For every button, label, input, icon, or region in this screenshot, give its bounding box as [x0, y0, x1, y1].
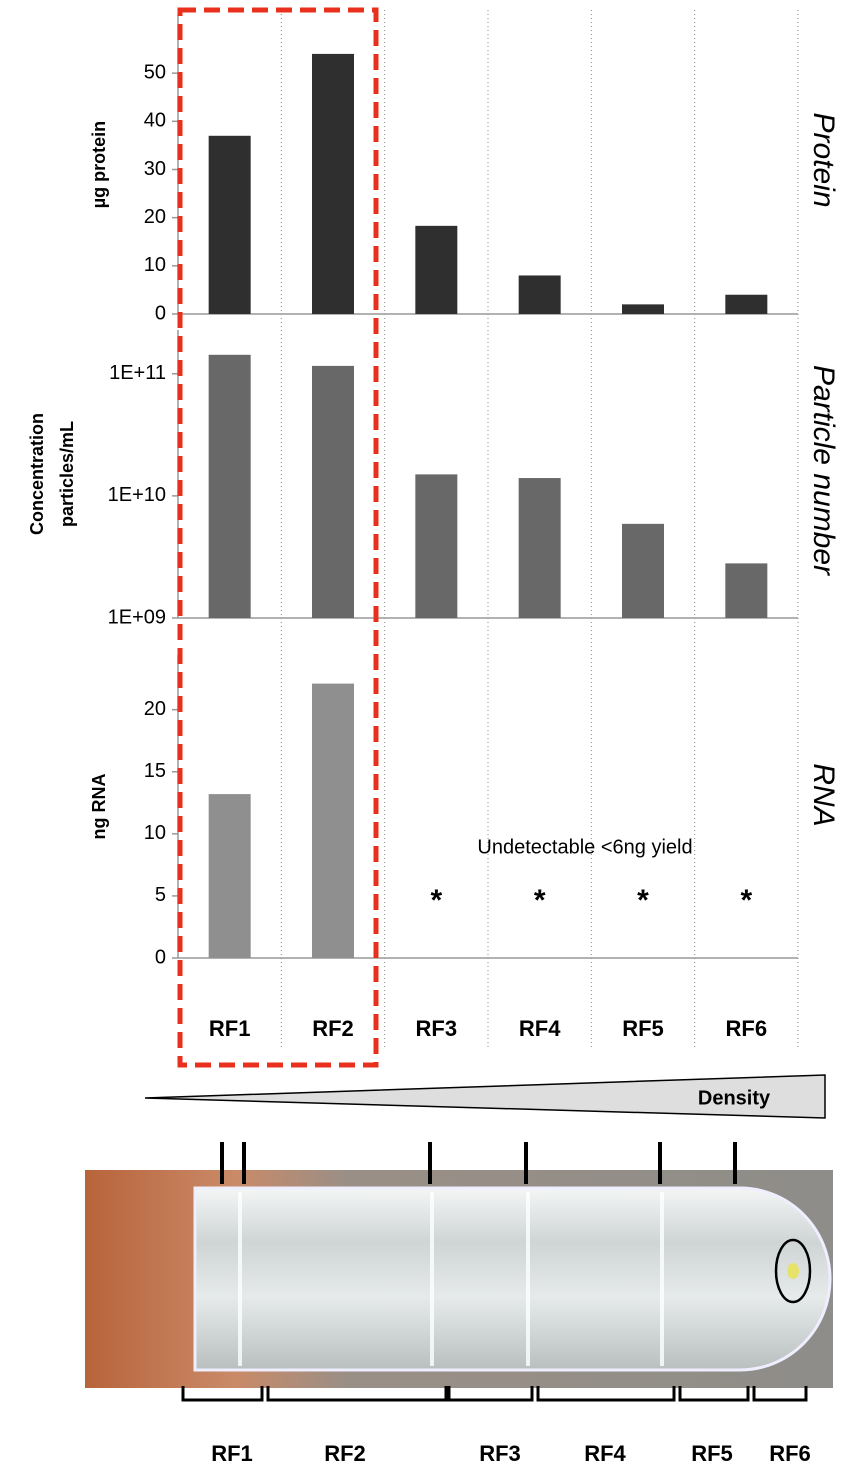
y-axis-label: particles/mL — [57, 421, 77, 527]
marker: * — [740, 884, 752, 917]
y-axis-label: ng RNA — [89, 774, 109, 840]
bar — [208, 794, 251, 958]
bar — [415, 474, 458, 618]
x-tick-label: RF2 — [312, 1016, 354, 1041]
bar — [312, 365, 354, 618]
bar — [518, 478, 561, 618]
y-tick-label: 20 — [144, 698, 166, 720]
bar — [725, 563, 768, 618]
bar — [518, 275, 561, 314]
bracket — [752, 1386, 808, 1402]
highlight-box — [177, 7, 379, 1068]
y-tick-label: 5 — [155, 884, 166, 906]
bar — [622, 304, 664, 314]
x-tick-label: RF6 — [726, 1016, 768, 1041]
bracket — [447, 1386, 534, 1402]
brackets — [181, 1386, 808, 1402]
marker: * — [637, 884, 649, 917]
x-tick-label: RF3 — [416, 1016, 458, 1041]
bracket — [678, 1386, 750, 1402]
y-tick-label: 50 — [144, 61, 166, 83]
bar — [725, 294, 768, 314]
y-tick-label: 20 — [144, 206, 166, 228]
y-tick-label: 1E+11 — [109, 362, 166, 384]
y-tick-label: 15 — [144, 760, 166, 782]
fraction-label: RF4 — [584, 1441, 626, 1466]
panel-title: Particle number — [807, 365, 840, 576]
bracket — [181, 1386, 264, 1402]
bracket — [536, 1386, 676, 1402]
tube — [193, 1186, 832, 1372]
band-lines — [238, 1192, 664, 1366]
bar — [208, 135, 251, 314]
marker: * — [430, 884, 442, 917]
y-tick-label: 10 — [144, 822, 166, 844]
bar — [622, 523, 664, 618]
panel-title: Protein — [807, 112, 840, 207]
bracket — [266, 1386, 448, 1402]
fraction-label: RF3 — [479, 1441, 521, 1466]
x-tick-label: RF1 — [209, 1016, 251, 1041]
y-tick-label: 1E+09 — [108, 606, 166, 628]
fraction-label: RF5 — [691, 1441, 733, 1466]
y-tick-label: 0 — [155, 946, 166, 968]
fraction-label: RF2 — [324, 1441, 366, 1466]
marker: * — [534, 884, 546, 917]
y-axis-label: µg protein — [89, 121, 109, 208]
y-tick-label: 40 — [144, 110, 166, 132]
bar — [312, 53, 354, 315]
fraction-label: RF6 — [769, 1441, 811, 1466]
bar — [208, 354, 251, 618]
pellet-circle — [774, 1238, 812, 1304]
density-label: Density — [698, 1087, 771, 1109]
x-tick-label: RF4 — [519, 1016, 561, 1041]
annotation: Undetectable <6ng yield — [477, 836, 692, 858]
fraction-label: RF1 — [211, 1441, 253, 1466]
y-tick-label: 30 — [144, 158, 166, 180]
y-tick-label: 0 — [155, 302, 166, 324]
y-axis-label: Concentration — [27, 413, 47, 535]
fraction-cuts — [220, 1142, 737, 1184]
bar — [415, 225, 458, 314]
y-tick-label: 1E+10 — [108, 484, 166, 506]
x-tick-label: RF5 — [622, 1016, 664, 1041]
density-wedge — [144, 1074, 826, 1119]
pellet — [787, 1263, 799, 1279]
y-tick-label: 10 — [144, 254, 166, 276]
bar — [312, 683, 354, 958]
panel-title: RNA — [807, 763, 840, 826]
